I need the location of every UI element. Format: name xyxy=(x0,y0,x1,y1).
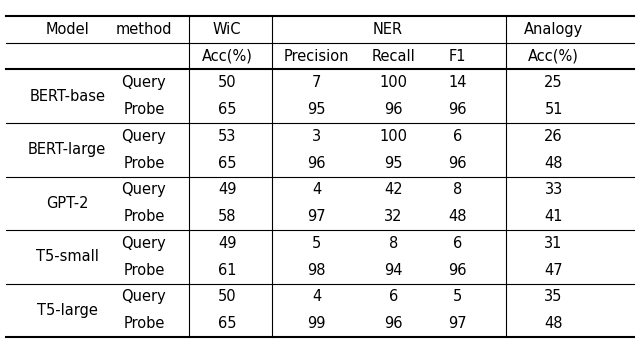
Text: 48: 48 xyxy=(545,316,563,331)
Text: Query: Query xyxy=(122,75,166,90)
Text: Precision: Precision xyxy=(284,49,349,64)
Text: 96: 96 xyxy=(449,102,467,117)
Text: Recall: Recall xyxy=(372,49,415,64)
Text: 65: 65 xyxy=(218,316,236,331)
Text: 58: 58 xyxy=(218,209,236,224)
Text: 96: 96 xyxy=(385,102,403,117)
Text: 3: 3 xyxy=(312,129,321,144)
Text: Query: Query xyxy=(122,183,166,197)
Text: 41: 41 xyxy=(545,209,563,224)
Text: BERT-large: BERT-large xyxy=(28,142,106,157)
Text: 6: 6 xyxy=(453,236,462,251)
Text: Probe: Probe xyxy=(124,156,164,170)
Text: 8: 8 xyxy=(389,236,398,251)
Text: 65: 65 xyxy=(218,156,236,170)
Text: 95: 95 xyxy=(308,102,326,117)
Text: 33: 33 xyxy=(545,183,563,197)
Text: Query: Query xyxy=(122,129,166,144)
Text: 96: 96 xyxy=(385,316,403,331)
Text: BERT-base: BERT-base xyxy=(29,89,105,104)
Text: 5: 5 xyxy=(453,289,462,304)
Text: 48: 48 xyxy=(545,156,563,170)
Text: 32: 32 xyxy=(385,209,403,224)
Text: 97: 97 xyxy=(448,316,467,331)
Text: Query: Query xyxy=(122,236,166,251)
Text: 4: 4 xyxy=(312,183,321,197)
Text: Acc(%): Acc(%) xyxy=(202,49,253,64)
Text: Acc(%): Acc(%) xyxy=(528,49,579,64)
Text: 94: 94 xyxy=(385,263,403,278)
Text: 96: 96 xyxy=(308,156,326,170)
Text: 98: 98 xyxy=(308,263,326,278)
Text: 50: 50 xyxy=(218,75,237,90)
Text: 47: 47 xyxy=(544,263,563,278)
Text: 48: 48 xyxy=(449,209,467,224)
Text: 99: 99 xyxy=(308,316,326,331)
Text: 96: 96 xyxy=(449,156,467,170)
Text: NER: NER xyxy=(372,22,403,37)
Text: 26: 26 xyxy=(544,129,563,144)
Text: 7: 7 xyxy=(312,75,321,90)
Text: 96: 96 xyxy=(449,263,467,278)
Text: Probe: Probe xyxy=(124,209,164,224)
Text: 31: 31 xyxy=(545,236,563,251)
Text: 49: 49 xyxy=(218,236,236,251)
Text: 6: 6 xyxy=(389,289,398,304)
Text: 97: 97 xyxy=(307,209,326,224)
Text: 95: 95 xyxy=(385,156,403,170)
Text: 65: 65 xyxy=(218,102,236,117)
Text: 100: 100 xyxy=(380,129,408,144)
Text: 8: 8 xyxy=(453,183,462,197)
Text: Probe: Probe xyxy=(124,263,164,278)
Text: 50: 50 xyxy=(218,289,237,304)
Text: 51: 51 xyxy=(545,102,563,117)
Text: 5: 5 xyxy=(312,236,321,251)
Text: 6: 6 xyxy=(453,129,462,144)
Text: T5-small: T5-small xyxy=(36,249,99,264)
Text: Analogy: Analogy xyxy=(524,22,583,37)
Text: 4: 4 xyxy=(312,289,321,304)
Text: Model: Model xyxy=(45,22,89,37)
Text: 14: 14 xyxy=(449,75,467,90)
Text: F1: F1 xyxy=(449,49,467,64)
Text: method: method xyxy=(116,22,172,37)
Text: 49: 49 xyxy=(218,183,236,197)
Text: GPT-2: GPT-2 xyxy=(46,196,88,211)
Text: Probe: Probe xyxy=(124,102,164,117)
Text: Probe: Probe xyxy=(124,316,164,331)
Text: 100: 100 xyxy=(380,75,408,90)
Text: 53: 53 xyxy=(218,129,236,144)
Text: Query: Query xyxy=(122,289,166,304)
Text: 42: 42 xyxy=(384,183,403,197)
Text: T5-large: T5-large xyxy=(36,303,98,318)
Text: WiC: WiC xyxy=(213,22,241,37)
Text: 61: 61 xyxy=(218,263,236,278)
Text: 25: 25 xyxy=(544,75,563,90)
Text: 35: 35 xyxy=(545,289,563,304)
